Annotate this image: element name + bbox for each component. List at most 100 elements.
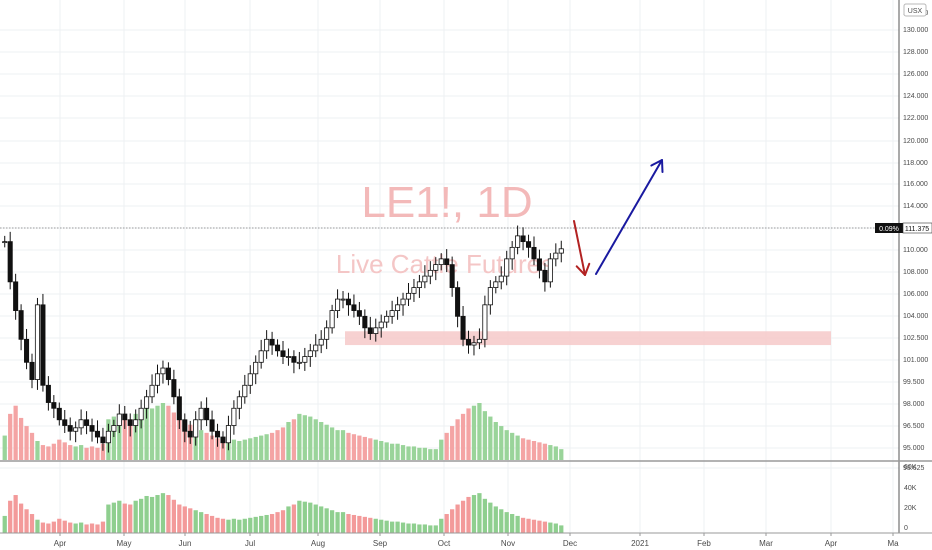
up-arrow-head: [650, 159, 664, 173]
volume-pane-bar: [373, 518, 378, 533]
candle-body: [231, 407, 237, 426]
volume-pane-bar: [450, 509, 455, 533]
volume-bar: [362, 436, 367, 460]
volume-pane-bar: [29, 514, 35, 533]
candle-body: [340, 298, 346, 301]
volume-bar: [488, 416, 493, 460]
candle-body: [318, 338, 324, 346]
volume-bar: [160, 403, 166, 460]
volume-pane-bar: [68, 522, 73, 533]
volume-pane-bar: [253, 516, 258, 533]
volume-pane-bar: [531, 519, 537, 533]
support-zone: [345, 331, 831, 346]
price-tick-label: 104.000: [903, 313, 928, 320]
watermark-symbol: LE1!, 1D: [361, 178, 532, 227]
volume-pane-bar: [379, 519, 384, 533]
volume-pane-bar: [275, 512, 280, 533]
candle-body: [313, 344, 319, 352]
volume-bar: [351, 434, 357, 460]
volume-bar: [411, 446, 417, 460]
volume-bar: [466, 408, 471, 460]
candle-body: [45, 384, 51, 403]
volume-pane-bar: [188, 508, 193, 533]
volume-pane-bar: [477, 493, 482, 533]
volume-bar: [18, 417, 24, 460]
volume-pane-bar: [171, 499, 177, 533]
candle-body: [56, 407, 62, 421]
candle-body: [51, 402, 57, 409]
candle-body: [13, 281, 19, 311]
volume-pane-bar: [51, 521, 56, 533]
volume-pane-bar: [2, 515, 7, 533]
volume-pane-bar: [73, 523, 78, 533]
volume-bar: [144, 407, 149, 460]
candle-body: [400, 298, 406, 306]
volume-bar: [128, 419, 133, 460]
volume-pane-bar: [111, 502, 116, 533]
volume-bar: [395, 443, 400, 460]
candle-body: [89, 425, 95, 432]
volume-pane-bar: [499, 509, 504, 533]
volume-bar: [417, 447, 422, 460]
volume-bar: [46, 446, 51, 460]
candle-body: [160, 367, 166, 375]
volume-pane-bar: [504, 512, 509, 533]
volume-bar: [8, 413, 13, 460]
volume-pane-bar: [248, 517, 253, 533]
candle-body: [493, 281, 499, 288]
candle-body: [154, 373, 161, 386]
volume-bar: [319, 422, 324, 460]
candle-body: [7, 241, 13, 283]
volume-bar: [379, 441, 384, 460]
candle-body: [133, 419, 139, 426]
volume-bar: [242, 439, 247, 460]
candle-body: [389, 310, 395, 317]
currency-badge[interactable]: USX: [903, 3, 927, 17]
candle-body: [258, 350, 264, 363]
candle-body: [78, 419, 84, 429]
volume-pane-bar: [466, 496, 471, 533]
volume-pane-bar: [428, 525, 433, 533]
volume-bar: [384, 442, 389, 460]
price-tick-label: 98.000: [903, 401, 925, 408]
time-tick-label: Ma: [887, 539, 899, 548]
volume-bar: [510, 432, 515, 460]
volume-bar: [531, 441, 537, 460]
volume-bar: [542, 443, 548, 460]
price-tick-label: 114.000: [903, 203, 928, 210]
volume-bar: [199, 430, 204, 460]
volume-bar: [400, 445, 406, 460]
volume-pane-bar: [286, 506, 291, 533]
candle-body: [384, 315, 390, 323]
currency-badge-label: USX: [908, 8, 923, 15]
candle-body: [531, 246, 537, 260]
candle-body: [324, 327, 330, 340]
volume-bar: [515, 435, 520, 460]
volume-pane-bar: [199, 512, 204, 533]
volume-pane-bar: [40, 522, 46, 533]
candle-body: [433, 264, 439, 271]
volume-pane-bar: [395, 521, 400, 533]
volume-pane-bar: [389, 521, 395, 533]
candle-body: [422, 275, 428, 283]
volume-bar: [275, 430, 280, 460]
volume-pane-bar: [144, 495, 149, 533]
candle-body: [302, 356, 308, 363]
volume-pane-bar: [515, 515, 520, 533]
volume-pane-bar: [117, 500, 122, 533]
volume-pane-bar: [482, 498, 488, 533]
volume-pane-bar: [526, 518, 531, 533]
candle-body: [558, 248, 564, 254]
volume-pane-bar: [100, 521, 106, 533]
volume-pane-bar: [520, 517, 526, 533]
volume-bar: [95, 447, 100, 460]
down-arrow-head: [575, 262, 591, 276]
down-arrow-shaft: [573, 220, 586, 276]
volume-pane-bar: [18, 503, 24, 533]
up-arrow: [595, 159, 664, 275]
candle-body: [100, 436, 106, 444]
candle-body: [515, 235, 521, 248]
candle-body: [225, 425, 231, 444]
